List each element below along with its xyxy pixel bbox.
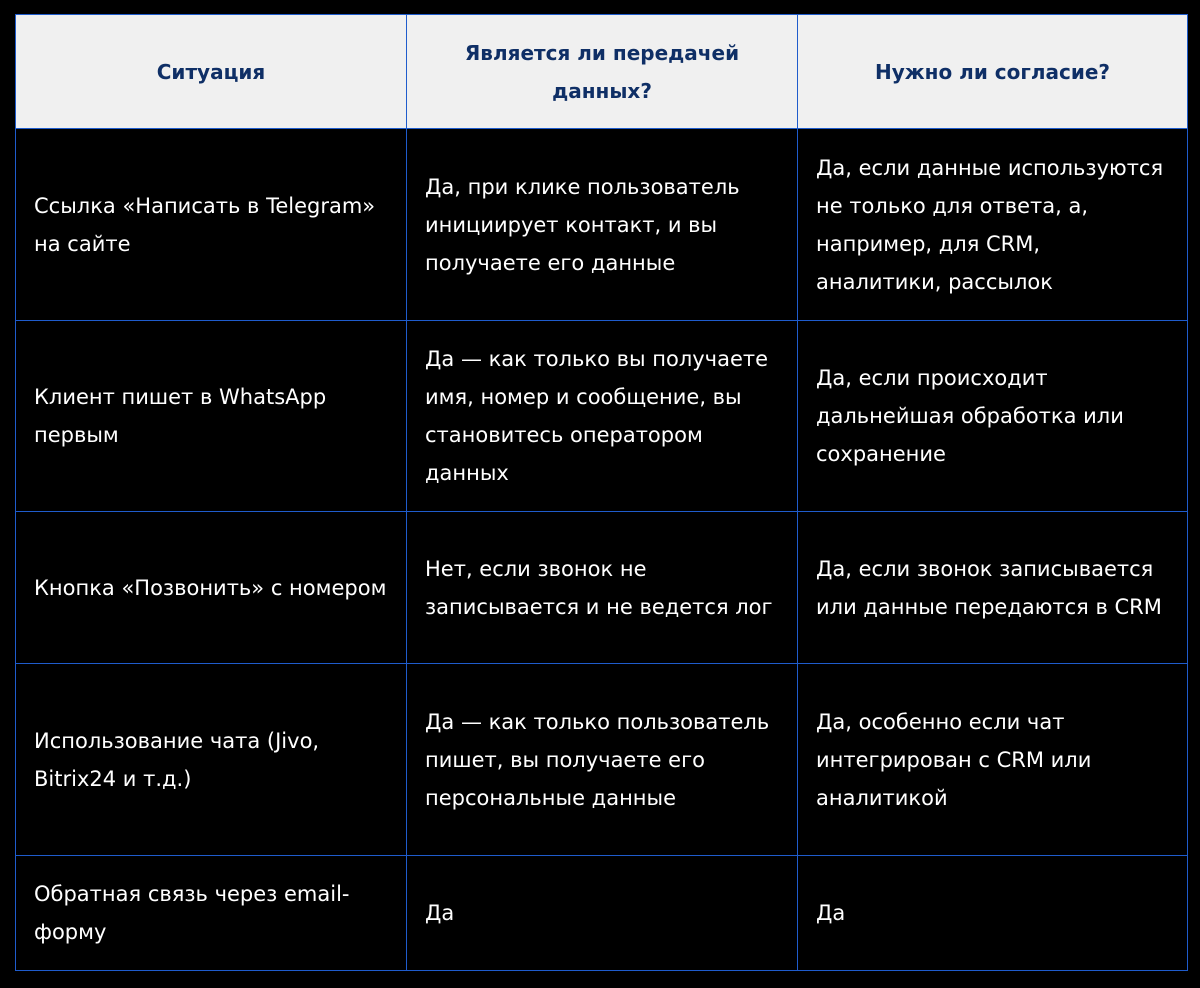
cell-is-transfer: Да	[406, 855, 798, 971]
cell-consent: Да, если данные используются не только д…	[797, 128, 1188, 321]
cell-is-transfer: Да, при клике пользователь инициирует ко…	[406, 128, 798, 321]
cell-is-transfer: Да — как только вы получаете имя, номер …	[406, 320, 798, 512]
cell-situation: Использование чата (Jivo, Bitrix24 и т.д…	[15, 663, 407, 856]
cell-consent: Да	[797, 855, 1188, 971]
cell-is-transfer: Нет, если звонок не записывается и не ве…	[406, 511, 798, 664]
header-is-transfer: Является ли передачей данных?	[406, 14, 798, 129]
data-transfer-table: Ситуация Является ли передачей данных? Н…	[15, 14, 1188, 971]
table-row: Обратная связь через email-форму Да Да	[15, 855, 1188, 971]
cell-situation: Обратная связь через email-форму	[15, 855, 407, 971]
table-row: Использование чата (Jivo, Bitrix24 и т.д…	[15, 663, 1188, 856]
table-row: Ссылка «Написать в Telegram» на сайте Да…	[15, 128, 1188, 321]
cell-is-transfer: Да — как только пользователь пишет, вы п…	[406, 663, 798, 856]
header-situation: Ситуация	[15, 14, 407, 129]
cell-consent: Да, особенно если чат интегрирован с CRM…	[797, 663, 1188, 856]
cell-consent: Да, если происходит дальнейшая обработка…	[797, 320, 1188, 512]
header-consent: Нужно ли согласие?	[797, 14, 1188, 129]
cell-situation: Клиент пишет в WhatsApp первым	[15, 320, 407, 512]
table-row: Клиент пишет в WhatsApp первым Да — как …	[15, 320, 1188, 512]
cell-consent: Да, если звонок записывается или данные …	[797, 511, 1188, 664]
header-row: Ситуация Является ли передачей данных? Н…	[15, 14, 1188, 129]
cell-situation: Ссылка «Написать в Telegram» на сайте	[15, 128, 407, 321]
table-row: Кнопка «Позвонить» с номером Нет, если з…	[15, 511, 1188, 664]
cell-situation: Кнопка «Позвонить» с номером	[15, 511, 407, 664]
